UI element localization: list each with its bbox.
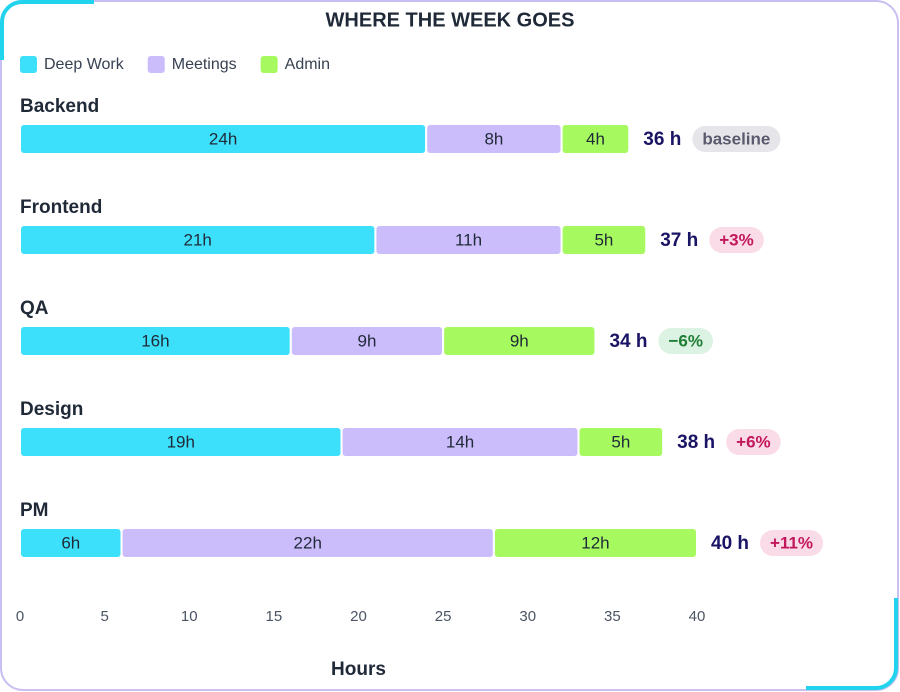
legend-label: Meetings [172, 56, 237, 73]
badge [760, 530, 824, 556]
value-label: 22h [294, 533, 322, 552]
value-label: 5h [611, 432, 630, 451]
category-label: Frontend [20, 197, 102, 218]
x-tick-label: 25 [435, 608, 452, 625]
bar-segment [560, 123, 631, 155]
total-label: 38 h [677, 432, 715, 453]
badge-label: −6% [668, 331, 703, 350]
x-tick-label: 15 [266, 608, 283, 625]
total-label: 36 h [643, 129, 681, 150]
category-label: PM [20, 500, 49, 521]
total-label: 40 h [711, 533, 749, 554]
value-label: 5h [594, 230, 613, 249]
legend-label: Admin [285, 56, 330, 73]
x-tick-label: 0 [16, 608, 24, 625]
value-label: 14h [446, 432, 474, 451]
legend-swatch [20, 56, 37, 73]
x-tick-label: 30 [519, 608, 536, 625]
badge-label: +11% [770, 533, 813, 552]
badge-label: baseline [702, 129, 770, 148]
category-label: Backend [20, 96, 99, 117]
category-label: Design [20, 399, 83, 420]
value-label: 21h [184, 230, 212, 249]
corner-accent [0, 0, 94, 60]
bar-segment [577, 426, 665, 458]
total-label: 37 h [660, 230, 698, 251]
x-tick-label: 20 [350, 608, 367, 625]
badge-label: +3% [719, 230, 754, 249]
bar-segment [492, 527, 698, 559]
legend-label: Deep Work [44, 56, 125, 73]
badge-label: +6% [736, 432, 771, 451]
value-label: 16h [141, 331, 169, 350]
value-label: 24h [209, 129, 237, 148]
bar-segment [442, 325, 597, 357]
value-label: 11h [455, 230, 482, 249]
value-label: 4h [586, 129, 605, 148]
badge [692, 126, 781, 152]
chart-title: WHERE THE WEEK GOES [326, 9, 575, 31]
value-label: 19h [167, 432, 195, 451]
x-axis-label: Hours [331, 659, 386, 680]
total-label: 34 h [609, 331, 647, 352]
value-label: 9h [510, 331, 529, 350]
badge [658, 328, 713, 354]
x-tick-label: 10 [181, 608, 198, 625]
value-label: 9h [358, 331, 377, 350]
legend-swatch [260, 56, 278, 73]
badge [709, 227, 764, 253]
category-label: QA [20, 298, 49, 319]
x-tick-label: 40 [689, 608, 706, 625]
x-tick-label: 5 [100, 608, 108, 625]
badge [726, 429, 781, 455]
value-label: 6h [61, 533, 80, 552]
corner-accent [806, 598, 898, 690]
value-label: 8h [484, 129, 503, 148]
x-tick-label: 35 [604, 608, 621, 625]
value-label: 12h [581, 533, 609, 552]
bar-segment [560, 224, 648, 256]
legend-swatch [147, 56, 165, 73]
